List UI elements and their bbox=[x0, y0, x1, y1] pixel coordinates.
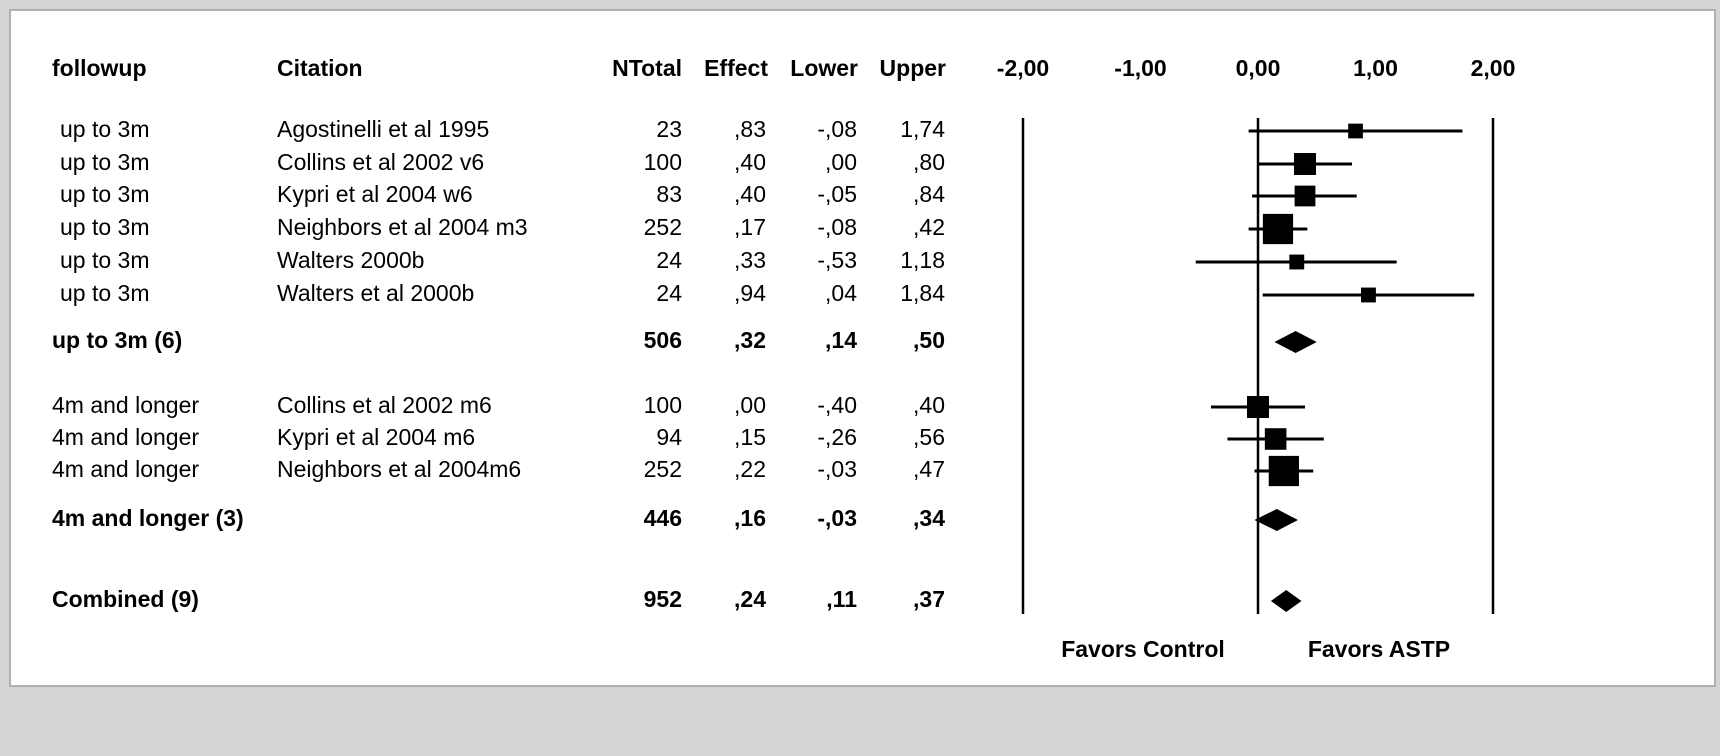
panel bbox=[9, 9, 1716, 687]
n-total: 252 bbox=[644, 456, 682, 482]
right-label: Favors ASTP bbox=[1308, 636, 1450, 662]
followup: up to 3m bbox=[60, 280, 150, 306]
effect: ,40 bbox=[734, 181, 766, 207]
upper: ,42 bbox=[913, 214, 945, 240]
col-header: Upper bbox=[880, 55, 947, 81]
n-total: 94 bbox=[656, 424, 682, 450]
effect: ,15 bbox=[734, 424, 766, 450]
followup: up to 3m bbox=[60, 149, 150, 175]
citation: Collins et al 2002 v6 bbox=[277, 149, 484, 175]
n-total: 23 bbox=[656, 116, 682, 142]
citation: Kypri et al 2004 m6 bbox=[277, 424, 475, 450]
followup: up to 3m bbox=[60, 247, 150, 273]
effect: ,22 bbox=[734, 456, 766, 482]
effect-square bbox=[1361, 287, 1376, 303]
n-total: 83 bbox=[656, 181, 682, 207]
effect: ,33 bbox=[734, 247, 766, 273]
effect-square bbox=[1264, 428, 1287, 450]
effect: ,24 bbox=[734, 586, 766, 612]
citation: Walters 2000b bbox=[277, 247, 424, 273]
effect-square bbox=[1268, 455, 1299, 487]
x-tick-label: 0,00 bbox=[1236, 55, 1281, 81]
upper: 1,84 bbox=[900, 280, 945, 306]
followup: 4m and longer bbox=[52, 424, 199, 450]
followup: up to 3m bbox=[60, 116, 150, 142]
effect: ,32 bbox=[734, 327, 766, 353]
n-total: 952 bbox=[644, 586, 682, 612]
col-header: followup bbox=[52, 55, 147, 81]
n-total: 506 bbox=[644, 327, 682, 353]
n-total: 100 bbox=[644, 149, 682, 175]
effect-square bbox=[1289, 254, 1305, 270]
summary-diamond bbox=[1254, 509, 1298, 531]
followup: 4m and longer bbox=[52, 392, 199, 418]
upper: ,47 bbox=[913, 456, 945, 482]
x-tick-label: 2,00 bbox=[1471, 55, 1516, 81]
followup: up to 3m (6) bbox=[52, 327, 182, 353]
citation: Kypri et al 2004 w6 bbox=[277, 181, 473, 207]
n-total: 100 bbox=[644, 392, 682, 418]
effect-square bbox=[1262, 213, 1294, 245]
followup: Combined (9) bbox=[52, 586, 199, 612]
citation: Agostinelli et al 1995 bbox=[277, 116, 489, 142]
n-total: 24 bbox=[656, 247, 682, 273]
lower: ,11 bbox=[826, 586, 857, 612]
followup: up to 3m bbox=[60, 214, 150, 240]
effect: ,00 bbox=[734, 392, 766, 418]
lower: ,00 bbox=[825, 149, 857, 175]
effect-square bbox=[1348, 123, 1363, 139]
upper: ,50 bbox=[913, 327, 945, 353]
effect: ,17 bbox=[734, 214, 766, 240]
upper: 1,74 bbox=[900, 116, 945, 142]
followup: 4m and longer bbox=[52, 456, 199, 482]
citation: Neighbors et al 2004 m3 bbox=[277, 214, 528, 240]
lower: -,03 bbox=[817, 456, 857, 482]
upper: ,37 bbox=[913, 586, 945, 612]
upper: ,40 bbox=[913, 392, 945, 418]
upper: ,84 bbox=[913, 181, 945, 207]
left-label: Favors Control bbox=[1061, 636, 1225, 662]
upper: 1,18 bbox=[900, 247, 945, 273]
upper: ,80 bbox=[913, 149, 945, 175]
col-header: Citation bbox=[277, 55, 363, 81]
x-tick-label: 1,00 bbox=[1353, 55, 1398, 81]
x-tick-label: -2,00 bbox=[997, 55, 1049, 81]
upper: ,34 bbox=[913, 505, 945, 531]
citation: Collins et al 2002 m6 bbox=[277, 392, 492, 418]
n-total: 252 bbox=[644, 214, 682, 240]
lower: ,14 bbox=[825, 327, 857, 353]
effect: ,40 bbox=[734, 149, 766, 175]
col-header: Lower bbox=[790, 55, 858, 81]
lower: ,04 bbox=[825, 280, 857, 306]
summary-diamond bbox=[1274, 331, 1317, 353]
followup: up to 3m bbox=[60, 181, 150, 207]
effect: ,83 bbox=[734, 116, 766, 142]
upper: ,56 bbox=[913, 424, 945, 450]
n-total: 24 bbox=[656, 280, 682, 306]
col-header: NTotal bbox=[612, 55, 682, 81]
citation: Walters et al 2000b bbox=[277, 280, 474, 306]
effect-square bbox=[1294, 153, 1316, 175]
effect-square bbox=[1247, 396, 1269, 418]
citation: Neighbors et al 2004m6 bbox=[277, 456, 521, 482]
x-tick-label: -1,00 bbox=[1114, 55, 1166, 81]
lower: -,53 bbox=[817, 247, 857, 273]
summary-diamond bbox=[1270, 590, 1302, 612]
lower: -,08 bbox=[817, 214, 857, 240]
n-total: 446 bbox=[644, 505, 682, 531]
lower: -,08 bbox=[817, 116, 857, 142]
effect-square bbox=[1294, 185, 1316, 207]
effect: ,16 bbox=[734, 505, 766, 531]
lower: -,26 bbox=[817, 424, 857, 450]
followup: 4m and longer (3) bbox=[52, 505, 244, 531]
lower: -,03 bbox=[817, 505, 857, 531]
effect: ,94 bbox=[734, 280, 766, 306]
lower: -,05 bbox=[817, 181, 857, 207]
col-header: Effect bbox=[704, 55, 768, 81]
lower: -,40 bbox=[817, 392, 857, 418]
